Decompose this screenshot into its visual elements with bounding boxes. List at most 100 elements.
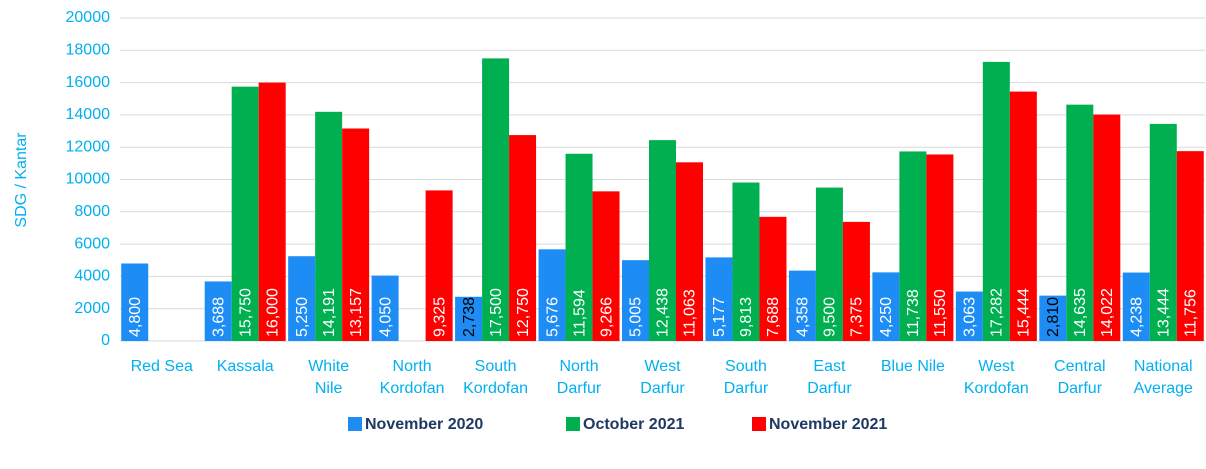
data-label: 16,000 <box>264 288 281 337</box>
bar <box>622 260 649 341</box>
data-label: 15,750 <box>237 288 254 337</box>
bar <box>842 221 870 341</box>
y-tick-label: 14000 <box>66 106 111 123</box>
data-label: 4,358 <box>795 297 812 337</box>
bar <box>538 249 566 341</box>
y-tick-label: 18000 <box>66 42 111 59</box>
data-label: 17,500 <box>488 288 505 337</box>
data-label: 15,444 <box>1016 288 1033 337</box>
data-label: 9,813 <box>738 297 755 337</box>
bar <box>955 291 983 341</box>
bar <box>1009 91 1037 341</box>
data-label: 2,738 <box>461 297 478 337</box>
bar <box>565 153 593 341</box>
data-label: 7,688 <box>765 297 782 337</box>
legend-label: November 2020 <box>365 416 483 433</box>
bar <box>1066 104 1094 342</box>
data-label: 11,550 <box>932 289 949 337</box>
data-label: 3,063 <box>962 297 979 337</box>
bar <box>315 111 343 341</box>
data-label: 9,266 <box>598 297 615 337</box>
y-tick-label: 20000 <box>66 9 111 26</box>
bar <box>899 151 927 341</box>
y-tick-label: 4000 <box>74 268 110 285</box>
bar <box>371 275 399 341</box>
data-label: 14,191 <box>321 288 338 337</box>
data-label: 4,800 <box>127 297 144 337</box>
data-label: 12,438 <box>655 288 672 337</box>
bar <box>1039 295 1067 341</box>
data-label: 5,676 <box>544 297 561 337</box>
data-label: 14,022 <box>1099 288 1116 337</box>
data-label: 11,063 <box>682 289 699 337</box>
legend-swatch <box>752 417 766 431</box>
data-label: 17,282 <box>989 288 1006 337</box>
bar <box>204 281 232 341</box>
bar <box>732 182 760 341</box>
bar <box>342 128 370 341</box>
data-label: 4,238 <box>1128 297 1145 337</box>
data-label: 12,750 <box>515 288 532 337</box>
bar <box>121 263 149 341</box>
bar <box>676 162 703 341</box>
legend-swatch <box>348 417 362 431</box>
x-tick-label: West Kordofan <box>964 358 1029 397</box>
bar <box>705 257 733 341</box>
bar <box>926 154 954 341</box>
y-tick-label: 10000 <box>66 171 111 188</box>
bar <box>788 270 816 341</box>
x-tick-label: Blue Nile <box>881 358 945 375</box>
data-label: 11,594 <box>571 289 588 337</box>
bar <box>425 190 453 341</box>
y-tick-label: 8000 <box>74 203 110 220</box>
x-tick-label: National Average <box>1134 358 1193 397</box>
y-axis-title: SDG / Kantar <box>13 132 30 228</box>
bar <box>1176 151 1204 341</box>
data-label: 11,738 <box>905 289 922 337</box>
bar <box>872 272 900 341</box>
bar <box>759 216 787 341</box>
bar <box>592 191 620 341</box>
bar <box>649 140 676 341</box>
x-tick-label: East Darfur <box>807 358 852 397</box>
y-tick-label: 12000 <box>66 138 111 155</box>
bar <box>231 86 259 341</box>
bar <box>509 135 537 341</box>
data-label: 3,688 <box>210 297 227 337</box>
legend-swatch <box>566 417 580 431</box>
data-label: 14,635 <box>1072 288 1089 337</box>
x-tick-label: Red Sea <box>131 358 193 375</box>
bar <box>288 256 316 341</box>
bar <box>258 82 286 341</box>
data-label: 4,250 <box>878 297 895 337</box>
y-tick-label: 0 <box>101 332 110 349</box>
data-label: 7,375 <box>849 297 866 337</box>
x-tick-label: North Darfur <box>557 358 602 397</box>
x-tick-label: Kassala <box>217 358 274 375</box>
data-label: 13,444 <box>1155 288 1172 337</box>
data-label: 13,157 <box>348 288 365 337</box>
y-tick-label: 6000 <box>74 235 110 252</box>
data-label: 4,050 <box>377 297 394 337</box>
x-tick-label: South Darfur <box>724 358 769 397</box>
bar <box>1093 114 1121 341</box>
bar <box>455 296 483 341</box>
data-label: 9,500 <box>822 297 839 337</box>
x-tick-label: White Nile <box>308 358 349 397</box>
y-tick-label: 2000 <box>74 300 110 317</box>
data-label: 9,325 <box>431 297 448 337</box>
x-tick-label: South Kordofan <box>463 358 528 397</box>
data-label: 2,810 <box>1045 297 1062 337</box>
legend-label: November 2021 <box>769 416 887 433</box>
x-tick-label: North Kordofan <box>380 358 445 397</box>
bar <box>482 58 510 341</box>
data-label: 5,005 <box>628 297 645 337</box>
bar <box>815 187 843 341</box>
y-tick-label: 16000 <box>66 74 111 91</box>
bar <box>982 61 1010 342</box>
data-label: 5,250 <box>294 297 311 337</box>
data-label: 11,756 <box>1182 289 1199 337</box>
data-label: 5,177 <box>711 297 728 337</box>
bar <box>1149 123 1177 342</box>
